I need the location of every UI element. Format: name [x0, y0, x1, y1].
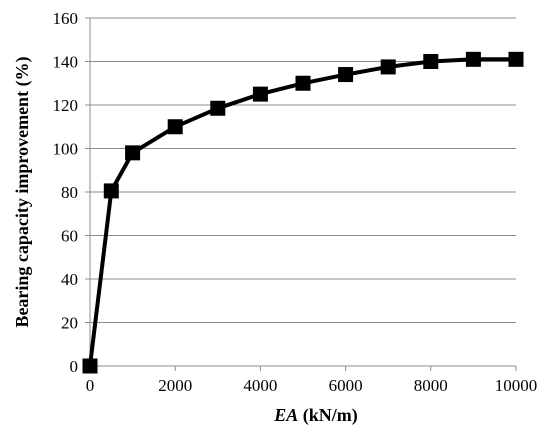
data-point [295, 75, 311, 91]
y-tick-label: 40 [61, 270, 78, 289]
y-tick-label: 160 [53, 9, 79, 28]
y-tick-label: 120 [53, 96, 79, 115]
y-tick-label: 140 [53, 53, 79, 72]
grid-lines [90, 17, 516, 323]
y-axis-title: Bearing capacity improvement (%) [12, 56, 33, 327]
x-axis-title-italic: EA [273, 405, 298, 425]
x-tick-label: 0 [86, 376, 95, 395]
x-tick-label: 6000 [329, 376, 363, 395]
x-axis-title: EA (kN/m) [273, 405, 358, 426]
data-point [380, 59, 396, 75]
x-tick-label: 4000 [243, 376, 277, 395]
data-point [465, 51, 481, 67]
data-point [508, 51, 524, 67]
x-tick-label: 2000 [158, 376, 192, 395]
y-tick-label: 60 [61, 227, 78, 246]
y-tick-labels: 0 20 40 60 80 100 120 140 160 [53, 9, 79, 376]
x-axis-title-unit: (kN/m) [298, 405, 358, 426]
data-point [210, 100, 226, 116]
x-tick-labels: 0 2000 4000 6000 8000 10000 [86, 376, 538, 395]
data-point [167, 119, 183, 135]
x-tick-label: 8000 [414, 376, 448, 395]
data-point [423, 54, 439, 69]
data-point [82, 358, 98, 374]
data-point [103, 183, 119, 199]
axes [85, 17, 517, 371]
y-tick-label: 0 [70, 357, 79, 376]
data-point [125, 145, 141, 161]
x-tick-label: 10000 [495, 376, 538, 395]
y-tick-label: 100 [53, 140, 79, 159]
series [82, 51, 524, 374]
data-point [338, 67, 354, 83]
data-point [252, 86, 268, 102]
y-tick-label: 20 [61, 314, 78, 333]
y-tick-label: 80 [61, 183, 78, 202]
